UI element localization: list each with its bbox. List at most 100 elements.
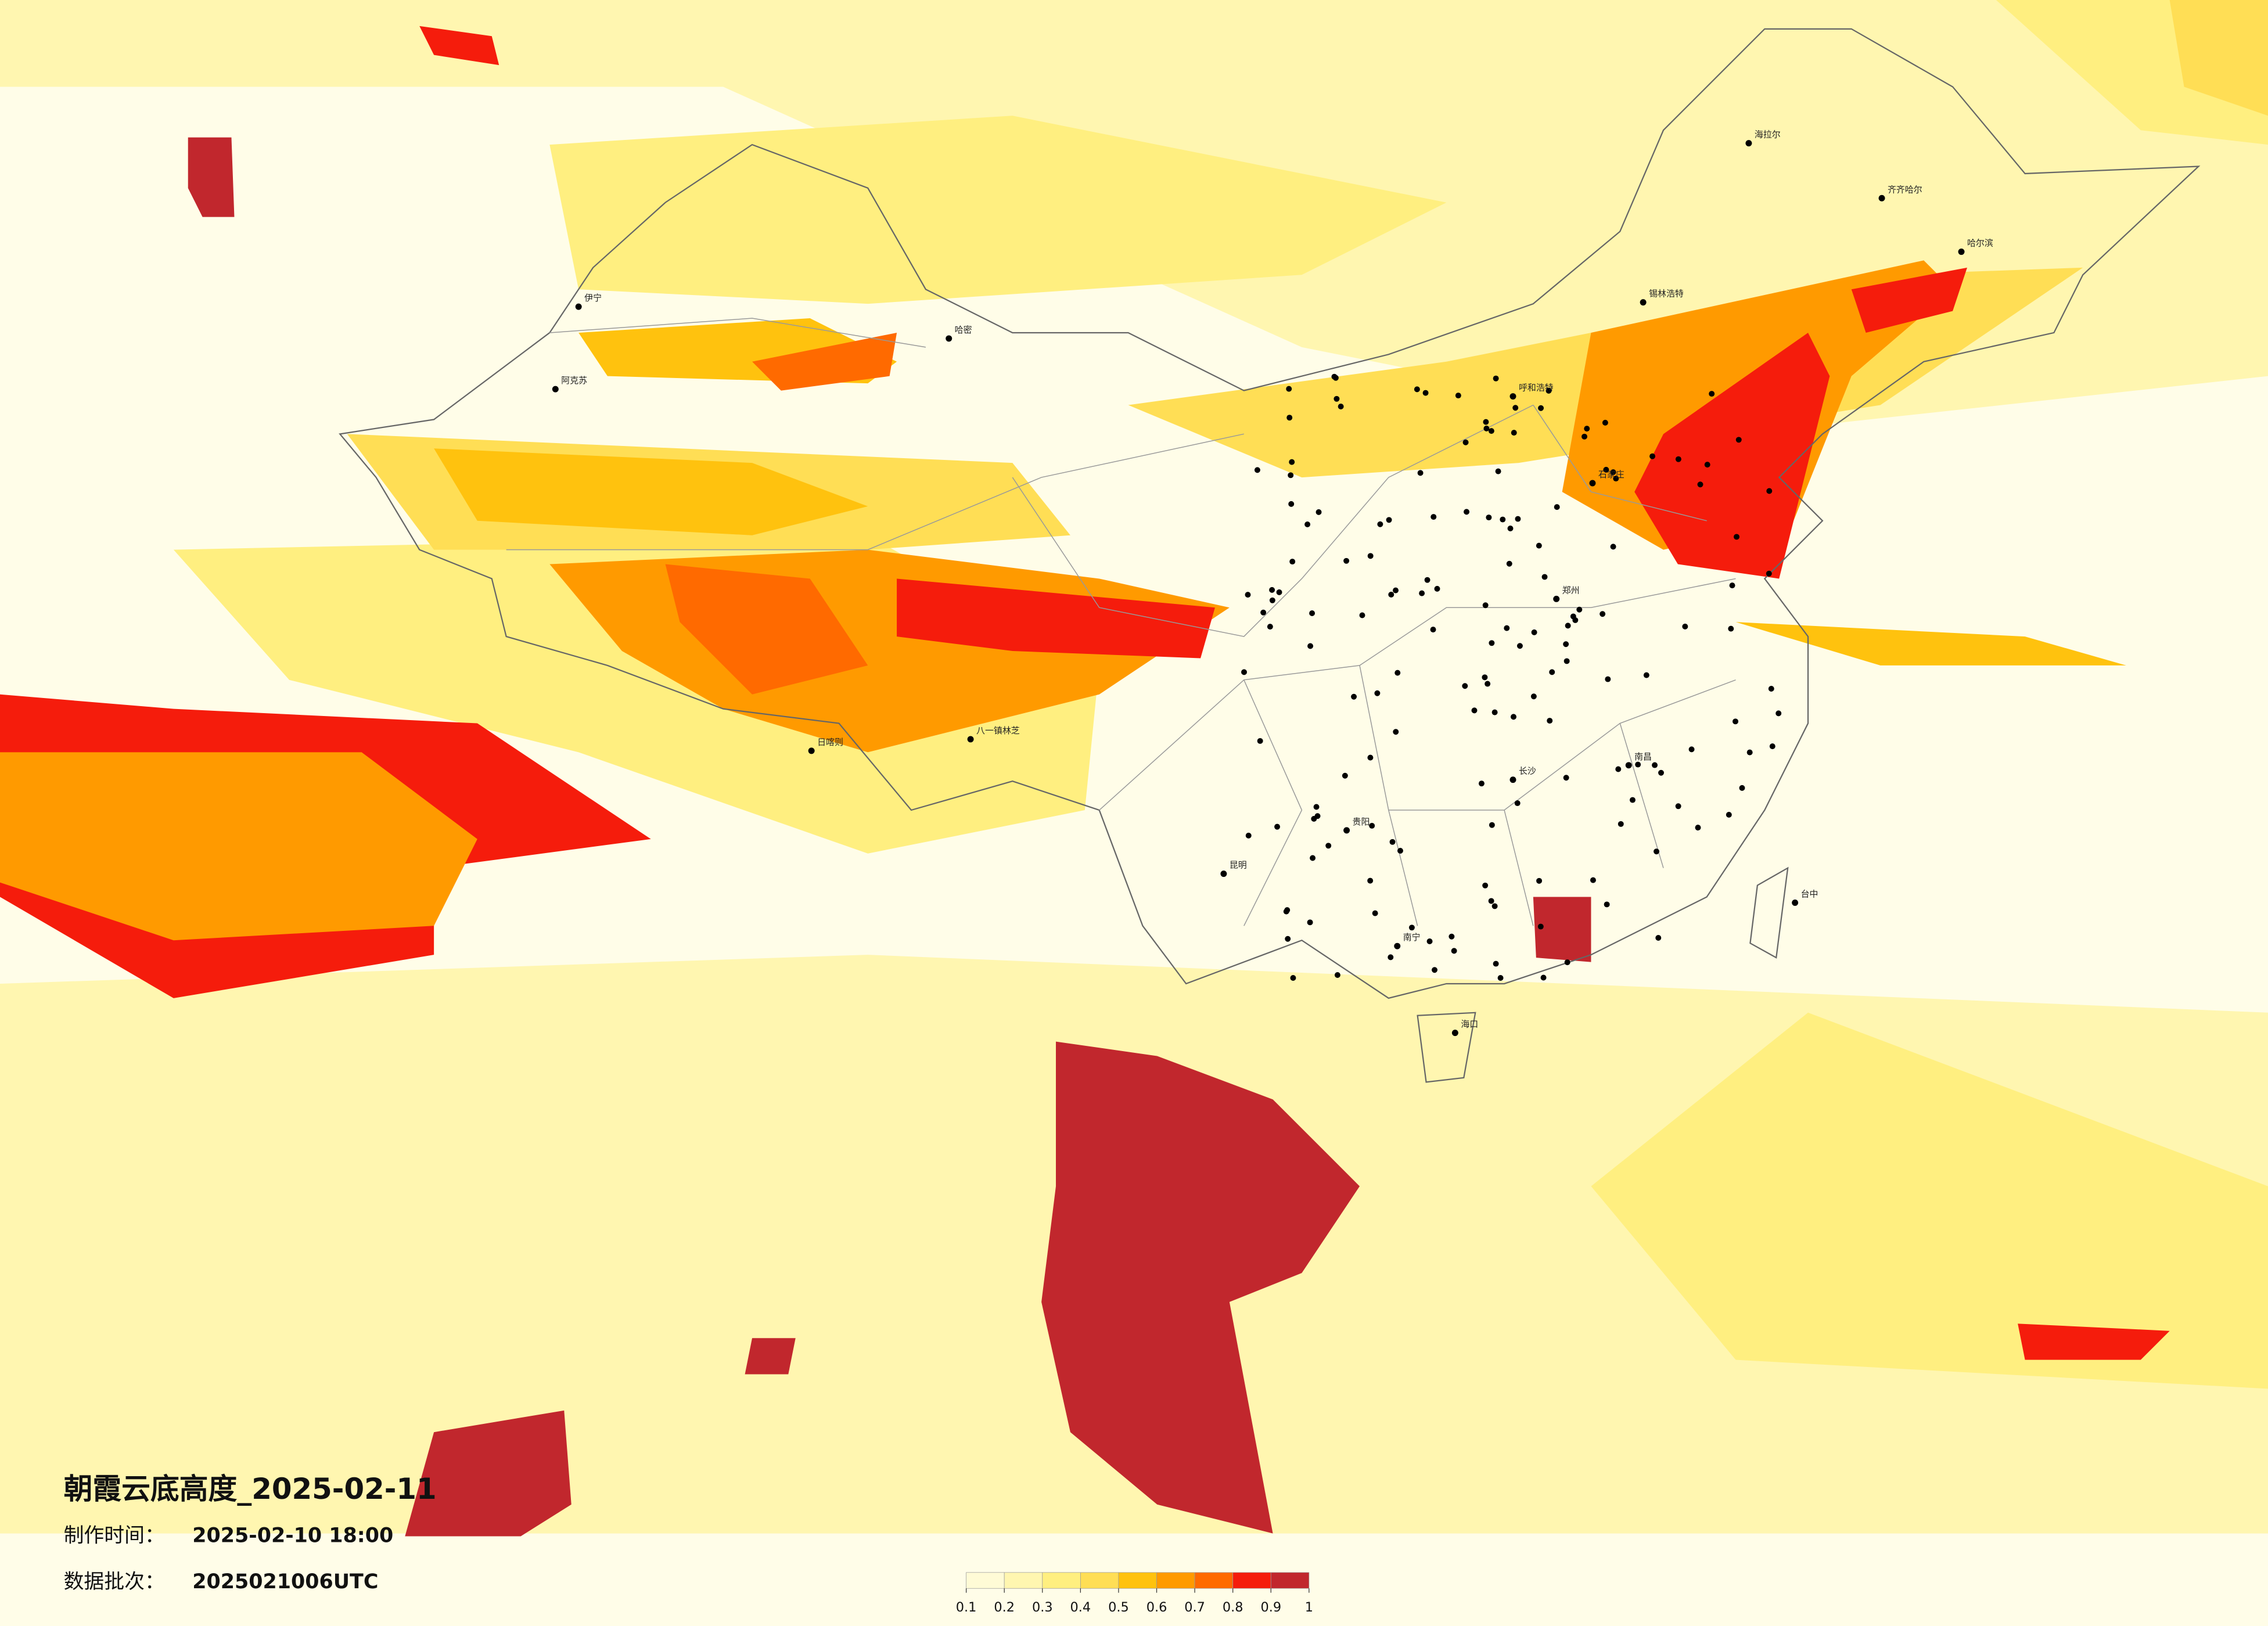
city-dot	[1483, 425, 1490, 431]
city-dot	[1618, 821, 1624, 827]
city-dot	[1304, 521, 1311, 528]
city-dot	[1367, 877, 1374, 884]
city-dot	[1589, 480, 1596, 487]
cloud-patch	[1041, 1041, 1360, 1534]
city-dot	[1675, 456, 1681, 462]
colorbar-swatch	[1004, 1572, 1043, 1589]
city-dot	[1482, 882, 1489, 888]
city-dot	[1397, 848, 1403, 854]
cloud-patch	[419, 26, 499, 66]
city-dot	[1288, 501, 1295, 507]
city-dot	[1419, 590, 1425, 596]
city-dot	[1369, 822, 1375, 829]
city-dot	[1655, 935, 1662, 941]
city-dot	[1515, 516, 1521, 522]
city-dot	[1735, 437, 1742, 443]
city-dot	[1584, 426, 1590, 432]
city-dot	[1604, 901, 1610, 908]
city-dot	[1394, 942, 1401, 949]
city-dot	[575, 303, 582, 310]
city-dot	[1610, 469, 1616, 476]
city-dot	[1576, 606, 1583, 613]
made-time: 2025-02-10 18:00	[192, 1524, 393, 1548]
city-dot	[1491, 903, 1498, 909]
cloud-patch	[1851, 267, 1967, 333]
city-dot	[1768, 686, 1774, 692]
city-dot	[1359, 612, 1365, 618]
cloud-patch	[752, 332, 897, 391]
city-dot	[1286, 386, 1292, 392]
city-dot	[1540, 974, 1547, 981]
city-dot	[1704, 462, 1710, 468]
city-dot	[1332, 375, 1339, 381]
city-dot	[1729, 582, 1735, 589]
cloud-patch	[0, 752, 477, 941]
city-dot	[1613, 476, 1619, 482]
city-dot	[1500, 516, 1506, 523]
city-dot	[1766, 488, 1773, 494]
city-dot	[1603, 466, 1609, 473]
city-dot	[1530, 693, 1537, 700]
city-dot	[1489, 822, 1495, 828]
city-dot	[1314, 813, 1321, 819]
city-dot	[1640, 299, 1647, 306]
city-dot	[1220, 870, 1227, 877]
city-dot	[1342, 772, 1348, 779]
city-dot	[1367, 553, 1374, 559]
city-dot	[1792, 899, 1799, 906]
city-dot	[1245, 832, 1252, 839]
city-dot	[1564, 959, 1570, 966]
city-dot	[1310, 855, 1316, 861]
city-dot	[1430, 514, 1437, 520]
city-dot	[1307, 919, 1313, 926]
city-dot	[1426, 938, 1433, 944]
city-dot	[1509, 776, 1516, 783]
colorbar-swatch	[1080, 1572, 1119, 1589]
cloud-patch	[405, 1410, 572, 1537]
city-dot	[1766, 570, 1772, 577]
city-dot	[1507, 526, 1514, 531]
city-dot	[1388, 954, 1394, 961]
colorbar-tick-label: 0.6	[1146, 1600, 1167, 1615]
city-dot	[1448, 933, 1455, 940]
city-label: 贵阳	[1353, 816, 1370, 827]
city-dot	[1495, 468, 1501, 474]
city-dot	[1451, 948, 1457, 954]
city-dot	[1260, 609, 1267, 616]
city-dot	[1286, 415, 1293, 421]
colorbar-tick-label: 0.7	[1184, 1600, 1205, 1615]
city-dot	[552, 386, 559, 393]
city-dot	[1635, 761, 1641, 768]
city-label: 八一镇林芝	[976, 725, 1020, 736]
cloud-patch	[1591, 1012, 2268, 1389]
city-dot	[1343, 827, 1350, 834]
city-dot	[1682, 623, 1688, 629]
city-dot	[1389, 839, 1396, 845]
city-dot	[1563, 641, 1569, 647]
city-dot	[1734, 534, 1739, 540]
city-dot	[1775, 710, 1782, 717]
city-dot	[1377, 521, 1383, 527]
city-dot	[1334, 395, 1340, 402]
cloud-patch	[188, 137, 235, 217]
city-dot	[1516, 643, 1523, 649]
city-dot	[1455, 393, 1461, 399]
city-dot	[1547, 718, 1553, 724]
city-dot	[1424, 577, 1430, 583]
city-dot	[1511, 714, 1516, 720]
city-dot	[1289, 559, 1296, 565]
colorbar-tick-label: 0.3	[1032, 1600, 1053, 1615]
made-label: 制作时间：	[64, 1524, 165, 1548]
city-dot	[1288, 472, 1294, 479]
province-border	[506, 318, 1736, 926]
city-dot	[1315, 509, 1322, 515]
city-dot	[1309, 610, 1315, 616]
city-dot	[1269, 587, 1275, 593]
city-dot	[1688, 746, 1695, 753]
taiwan-border	[1749, 866, 1789, 959]
colorbar-swatch	[1270, 1572, 1310, 1589]
colorbar-swatch	[966, 1572, 1005, 1589]
city-dot	[1486, 515, 1492, 521]
